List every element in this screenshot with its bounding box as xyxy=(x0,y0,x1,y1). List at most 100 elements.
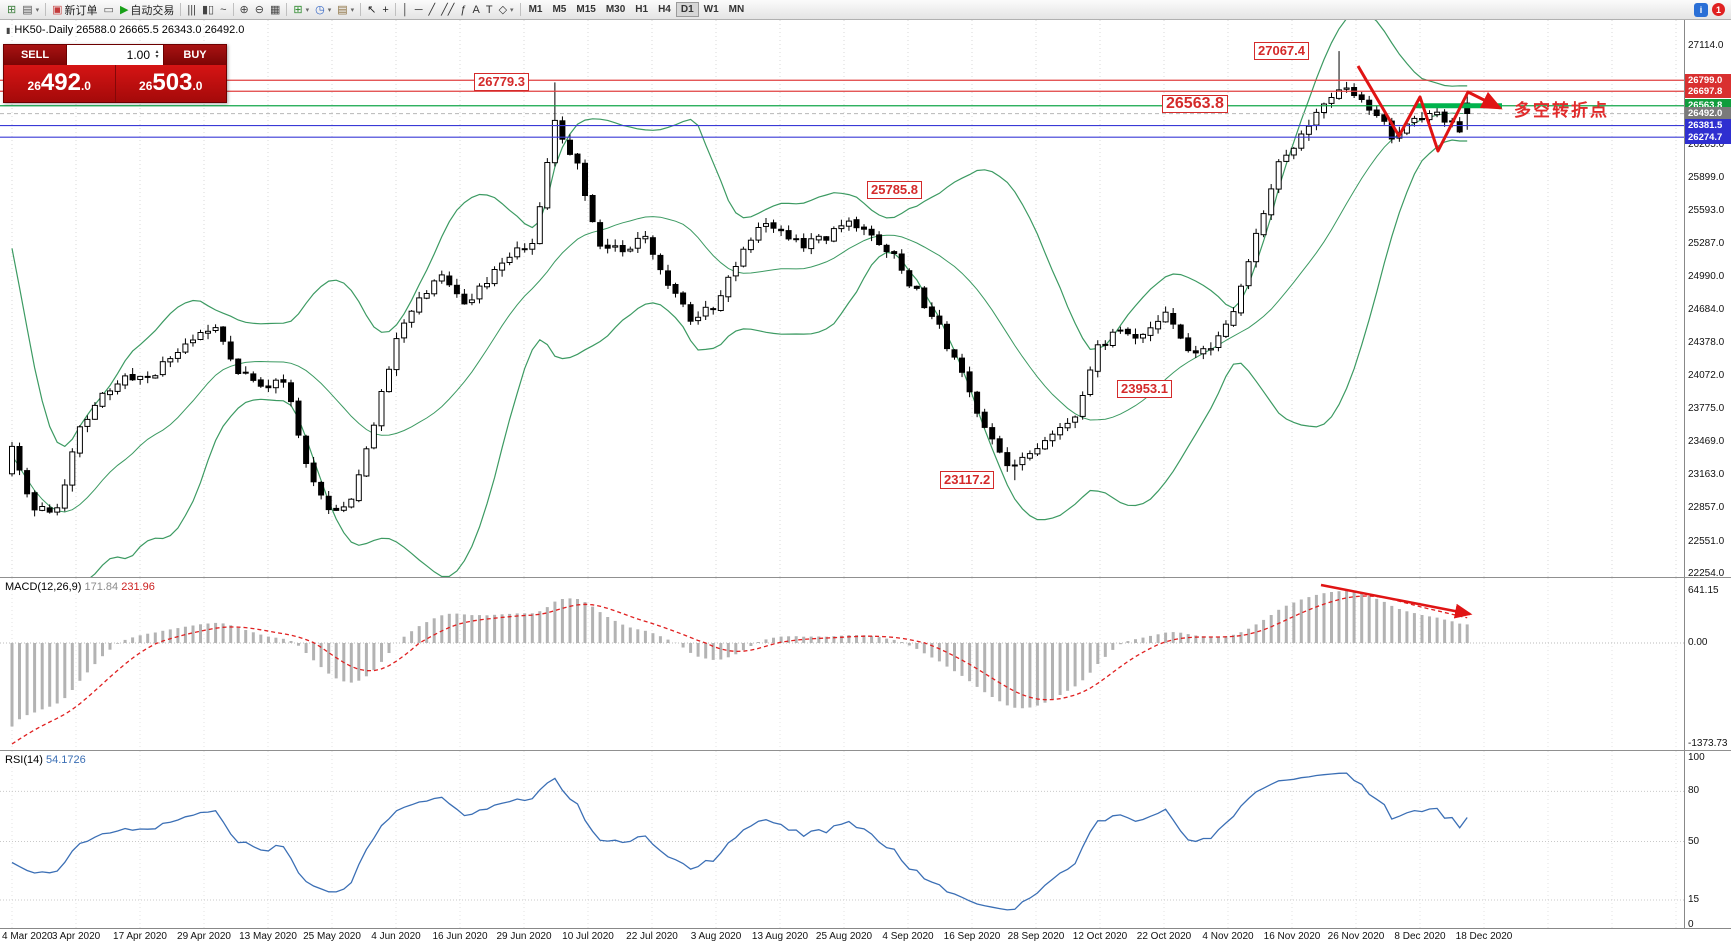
date-axis-label: 22 Jul 2020 xyxy=(626,931,678,942)
time-axis[interactable]: 4 Mar 2020 3 Apr 2020 17 Apr 2020 29 Apr 20… xyxy=(0,928,1731,944)
chevron-down-icon: ▾ xyxy=(35,6,40,14)
autotrading-button[interactable]: ▶ 自动交易 xyxy=(117,1,177,19)
trendline-icon: ╱ xyxy=(428,3,436,16)
bollinger-lower-line xyxy=(64,139,1468,577)
crosshair-icon[interactable]: + xyxy=(379,1,391,19)
line-chart-type-icon[interactable]: ~ xyxy=(217,1,229,19)
zoom-in-icon[interactable]: ⊕ xyxy=(237,1,252,19)
sell-button[interactable]: SELL xyxy=(4,45,66,65)
macd-indicator-label: MACD(12,26,9) 171.84 231.96 xyxy=(5,581,155,593)
price-axis[interactable]: 27114.0 26205.0 25899.0 25593.0 25287.0 24990… xyxy=(1684,20,1731,930)
date-axis-label: 3 Apr 2020 xyxy=(51,931,101,942)
profiles-icon: ▤ xyxy=(22,3,33,16)
date-axis-label: 22 Oct 2020 xyxy=(1136,931,1192,942)
price-callout[interactable]: 25785.8 xyxy=(867,181,922,200)
zigzag-annotation-arrow[interactable] xyxy=(1356,65,1503,153)
fibonacci-icon[interactable]: ƒ xyxy=(457,1,469,19)
timeframe-h4-button[interactable]: H4 xyxy=(658,4,671,15)
panel-splitter[interactable] xyxy=(0,577,1731,578)
price-axis-label: 24990.0 xyxy=(1688,270,1725,282)
new-chart-icon[interactable]: ⊞ xyxy=(4,1,19,19)
vertical-line-icon[interactable]: │ xyxy=(399,1,412,19)
date-axis-label: 12 Oct 2020 xyxy=(1072,931,1128,942)
date-axis-label: 3 Aug 2020 xyxy=(690,931,742,942)
toolbar-separator xyxy=(232,3,234,16)
one-click-trade-panel: SELL 1.00 ▴ ▾ BUY 26 492.0 26 503.0 xyxy=(3,44,227,103)
date-axis-label: 25 May 2020 xyxy=(303,931,361,942)
price-callout[interactable]: 26779.3 xyxy=(474,73,529,92)
sell-price[interactable]: 26 492.0 xyxy=(27,69,91,96)
trendline-icon[interactable]: ╱ xyxy=(426,1,439,19)
zoom-out-icon[interactable]: ⊖ xyxy=(252,1,267,19)
macd-canvas[interactable] xyxy=(0,578,1684,750)
rsi-axis-label: 15 xyxy=(1688,893,1700,905)
rsi-axis-label: 100 xyxy=(1688,752,1705,763)
macd-signal-value: 231.96 xyxy=(121,581,155,593)
rsi-line xyxy=(11,772,1468,911)
community-icon[interactable]: i xyxy=(1694,2,1708,17)
price-axis-label: 22551.0 xyxy=(1688,535,1725,547)
price-callout[interactable]: 27067.4 xyxy=(1254,42,1309,61)
toolbar-separator xyxy=(45,3,47,16)
rsi-canvas[interactable] xyxy=(0,751,1684,928)
shapes-icon: ◇ xyxy=(498,3,508,16)
date-axis-label: 4 Nov 2020 xyxy=(1202,931,1254,942)
volume-down-button[interactable]: ▾ xyxy=(155,54,159,60)
timeframe-m5-button[interactable]: M5 xyxy=(552,4,567,15)
fibonacci-icon: ƒ xyxy=(460,3,467,16)
toolbar-separator xyxy=(180,3,182,16)
tile-windows-icon[interactable]: ▦ xyxy=(267,1,283,19)
chevron-down-icon: ▾ xyxy=(350,6,355,14)
price-axis-label: 25899.0 xyxy=(1688,172,1725,183)
volume-spinner: ▴ ▾ xyxy=(152,49,162,60)
main-chart-canvas[interactable] xyxy=(0,20,1684,577)
label-icon[interactable]: T xyxy=(483,1,496,19)
timeframe-m15-button[interactable]: M15 xyxy=(576,4,596,15)
periods-icon[interactable]: ◷ ▾ xyxy=(312,1,334,19)
timeframe-w1-button[interactable]: W1 xyxy=(703,4,719,15)
volume-up-button[interactable]: ▴ xyxy=(155,49,159,55)
horizontal-line-icon[interactable]: ─ xyxy=(412,1,426,19)
profiles-icon[interactable]: ▤ ▾ xyxy=(19,1,42,19)
symbol-ohlc-line: ▮ HK50-.Daily 26588.0 26665.5 26343.0 26… xyxy=(6,24,244,36)
turning-point-annotation[interactable]: 多空转折点 xyxy=(1514,101,1609,120)
new-order-button-label: 新订单 xyxy=(64,4,98,17)
timeframe-h1-button[interactable]: H1 xyxy=(635,4,649,15)
timeframe-d1-button[interactable]: D1 xyxy=(675,2,699,17)
channel-icon: ╱╱ xyxy=(441,3,455,16)
buy-price[interactable]: 26 503.0 xyxy=(114,65,227,102)
vertical-line-icon: │ xyxy=(401,3,409,16)
chevron-down-icon: ▾ xyxy=(327,6,332,14)
date-axis-label: 13 Aug 2020 xyxy=(751,931,809,942)
macd-trend-arrow[interactable] xyxy=(1320,583,1473,619)
channel-icon[interactable]: ╱╱ xyxy=(438,1,457,19)
autotrading-button-label: 自动交易 xyxy=(130,4,175,17)
indicators-icon[interactable]: ⊞ ▾ xyxy=(290,1,312,19)
price-callout[interactable]: 23117.2 xyxy=(940,471,995,490)
price-callout[interactable]: 23953.1 xyxy=(1117,380,1172,399)
buy-button[interactable]: BUY xyxy=(164,45,226,65)
date-axis-label: 26 Nov 2020 xyxy=(1327,931,1385,942)
toolbar: ⊞ ▤ ▾ ▣ 新订单 ▭ ▶ 自动交易 ||| ▮▯ ~ ⊕ ⊖ ▦ ⊞ ▾ ◷ ▾ ▤ ▾ ↖ + │ ─ ╱ ╱╱ ƒ A T ◇ ▾… xyxy=(0,0,1731,20)
timeframe-mn-button[interactable]: MN xyxy=(728,4,745,15)
templates-icon[interactable]: ▤ ▾ xyxy=(334,1,357,19)
macd-axis-label: -1373.73 xyxy=(1688,738,1728,749)
price-axis-label: 24684.0 xyxy=(1688,304,1725,315)
text-icon[interactable]: A xyxy=(470,1,483,19)
price-axis-label: 25593.0 xyxy=(1688,205,1725,217)
zoom-in-icon: ⊕ xyxy=(239,3,249,16)
chart-window-icon[interactable]: ▭ xyxy=(101,1,117,19)
price-callout[interactable]: 26563.8 xyxy=(1162,94,1228,113)
notifications-badge[interactable]: 1 xyxy=(1712,3,1725,16)
candlestick-chart-type-icon[interactable]: ▮▯ xyxy=(199,1,217,19)
panel-splitter[interactable] xyxy=(0,750,1731,751)
new-order-button[interactable]: ▣ 新订单 xyxy=(49,1,100,19)
price-axis-label: 23775.0 xyxy=(1688,402,1725,414)
date-axis-label: 29 Jun 2020 xyxy=(496,931,552,942)
shapes-icon[interactable]: ◇ ▾ xyxy=(496,1,517,19)
timeframe-m30-button[interactable]: M30 xyxy=(605,4,626,15)
ohlc-bars-chart-type-icon[interactable]: ||| xyxy=(184,1,199,19)
volume-input[interactable]: 1.00 ▴ ▾ xyxy=(66,45,164,65)
timeframe-m1-button[interactable]: M1 xyxy=(528,4,543,15)
cursor-icon[interactable]: ↖ xyxy=(364,1,379,19)
